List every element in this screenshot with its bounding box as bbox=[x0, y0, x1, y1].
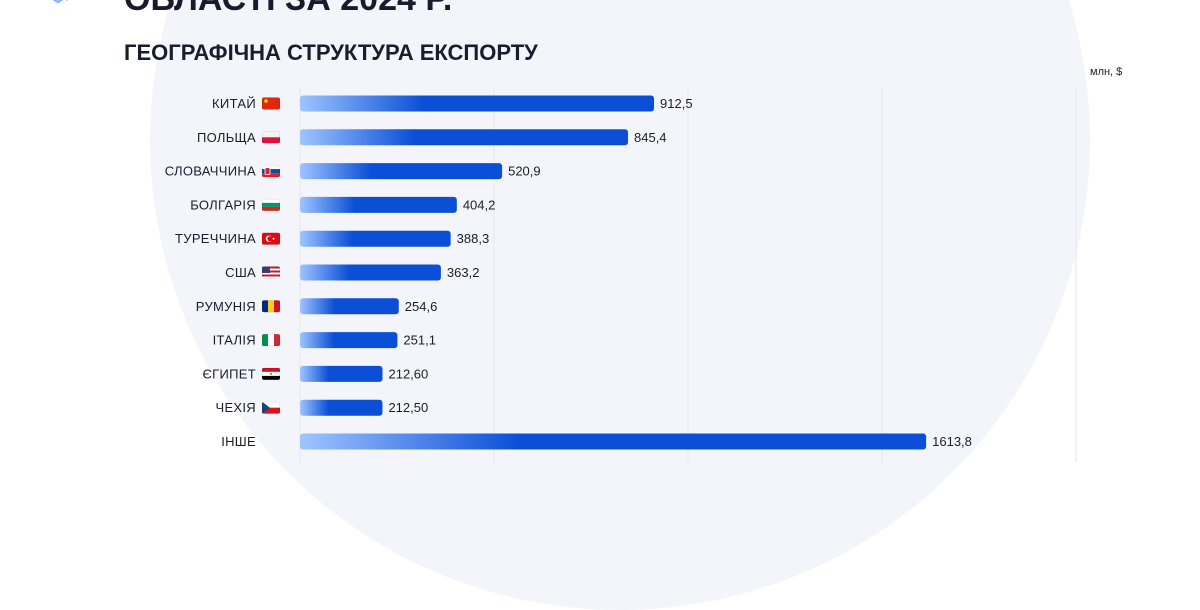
bar-9 bbox=[300, 365, 383, 382]
bar-5 bbox=[300, 230, 451, 247]
value-label: 212,50 bbox=[388, 400, 428, 415]
logo-icon bbox=[52, 0, 69, 4]
main-title: ОБЛАСТІ ЗА 2024 Р. bbox=[124, 0, 452, 19]
poland-flag-icon bbox=[262, 131, 280, 144]
bar-3 bbox=[300, 163, 503, 180]
bar-11 bbox=[300, 433, 927, 450]
category-label: ЧЕХІЯ bbox=[215, 400, 256, 415]
value-label: 912,5 bbox=[660, 96, 693, 111]
china-flag-icon bbox=[262, 97, 280, 110]
export-bar-chart: 912,5 КИТАЙ 845,4 ПОЛЬЩА 520,9 СЛОВАЧЧИНА 404,… bbox=[165, 88, 1077, 462]
bar-6 bbox=[300, 264, 441, 281]
romania-flag-icon bbox=[262, 300, 280, 313]
chart-bars bbox=[300, 95, 927, 450]
category-label: ТУРЕЧЧИНА bbox=[175, 231, 256, 246]
category-label: БОЛГАРІЯ bbox=[190, 197, 256, 212]
category-label: ПОЛЬЩА bbox=[197, 130, 256, 145]
bar-8 bbox=[300, 332, 398, 349]
category-label: СЛОВАЧЧИНА bbox=[165, 164, 256, 179]
bulgaria-flag-icon bbox=[262, 198, 280, 211]
category-label: РУМУНІЯ bbox=[196, 299, 256, 314]
value-label: 254,6 bbox=[405, 299, 438, 314]
value-label: 388,3 bbox=[457, 231, 490, 246]
value-label: 1613,8 bbox=[932, 434, 972, 449]
value-label: 404,2 bbox=[463, 197, 496, 212]
bar-1 bbox=[300, 95, 655, 112]
bar-2 bbox=[300, 129, 629, 146]
category-label: ІТАЛІЯ bbox=[213, 333, 256, 348]
value-label: 251,1 bbox=[403, 333, 436, 348]
unit-label: млн, $ bbox=[1090, 66, 1123, 78]
slovakia-flag-icon bbox=[262, 165, 280, 178]
category-label: США bbox=[225, 265, 256, 280]
bar-4 bbox=[300, 196, 457, 213]
turkey-flag-icon bbox=[262, 232, 280, 245]
value-label: 212,60 bbox=[388, 366, 428, 381]
value-label: 363,2 bbox=[447, 265, 480, 280]
bar-7 bbox=[300, 298, 399, 315]
value-label: 845,4 bbox=[634, 130, 667, 145]
czechia-flag-icon bbox=[262, 401, 280, 414]
category-label: КИТАЙ bbox=[212, 96, 256, 111]
egypt-flag-icon bbox=[262, 367, 280, 380]
chart-title: ГЕОГРАФІЧНА СТРУКТУРА ЕКСПОРТУ bbox=[124, 40, 538, 65]
italy-flag-icon bbox=[262, 334, 280, 347]
value-label: 520,9 bbox=[508, 164, 541, 179]
chart-labels: 912,5 КИТАЙ 845,4 ПОЛЬЩА 520,9 СЛОВАЧЧИНА 404,… bbox=[165, 96, 972, 449]
category-label: ІНШЕ bbox=[221, 434, 256, 449]
bar-10 bbox=[300, 399, 383, 416]
usa-flag-icon bbox=[262, 266, 280, 279]
category-label: ЄГИПЕТ bbox=[203, 366, 256, 381]
